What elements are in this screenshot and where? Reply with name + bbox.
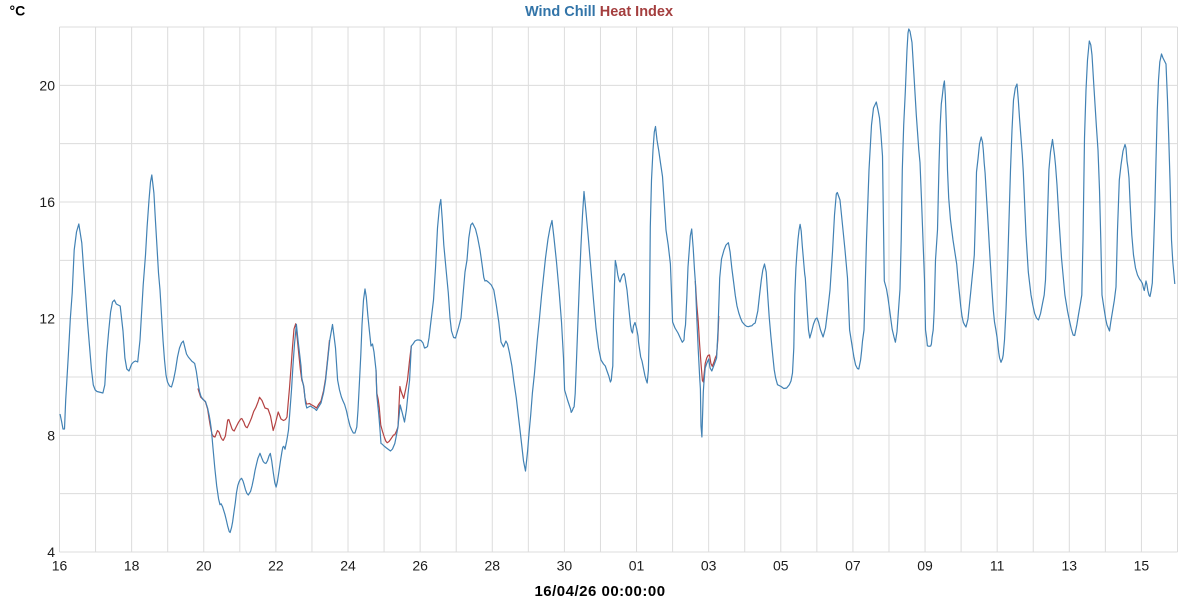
svg-text:Wind Chill Heat Index: Wind Chill Heat Index bbox=[525, 4, 673, 20]
svg-text:26: 26 bbox=[412, 558, 428, 574]
svg-text:09: 09 bbox=[917, 558, 933, 574]
svg-text:4: 4 bbox=[47, 544, 55, 560]
svg-text:22: 22 bbox=[268, 558, 284, 574]
svg-text:24: 24 bbox=[340, 558, 356, 574]
svg-text:07: 07 bbox=[845, 558, 861, 574]
svg-text:20: 20 bbox=[39, 77, 55, 93]
svg-text:13: 13 bbox=[1062, 558, 1078, 574]
svg-text:01: 01 bbox=[629, 558, 645, 574]
svg-text:28: 28 bbox=[484, 558, 500, 574]
svg-text:03: 03 bbox=[701, 558, 717, 574]
svg-text:16: 16 bbox=[39, 194, 55, 210]
svg-text:05: 05 bbox=[773, 558, 789, 574]
svg-text:16: 16 bbox=[52, 558, 68, 574]
svg-text:12: 12 bbox=[39, 311, 55, 327]
svg-text:15: 15 bbox=[1134, 558, 1150, 574]
svg-text:18: 18 bbox=[124, 558, 140, 574]
svg-text:11: 11 bbox=[990, 558, 1005, 574]
svg-text:8: 8 bbox=[47, 427, 55, 443]
svg-text:20: 20 bbox=[196, 558, 212, 574]
svg-text:16/04/26 00:00:00: 16/04/26 00:00:00 bbox=[534, 583, 665, 600]
svg-text:30: 30 bbox=[557, 558, 573, 574]
svg-text:°C: °C bbox=[10, 3, 26, 19]
